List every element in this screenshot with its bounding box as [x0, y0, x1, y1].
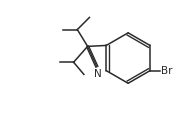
- Text: Br: Br: [161, 66, 173, 76]
- Text: N: N: [94, 69, 102, 80]
